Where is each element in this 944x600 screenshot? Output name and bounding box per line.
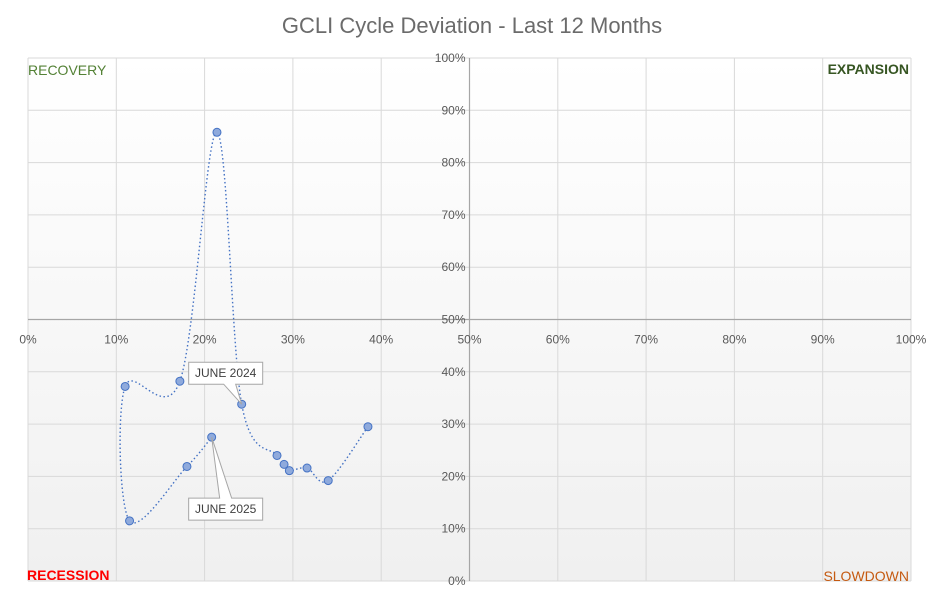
x-tick-label: 0%: [19, 333, 37, 347]
x-tick-label: 20%: [193, 333, 217, 347]
annotation-callout: JUNE 2024: [188, 361, 264, 405]
data-point: [272, 450, 282, 460]
y-tick-label: 80%: [441, 156, 465, 170]
x-tick-label: 70%: [634, 333, 658, 347]
x-tick-label: 90%: [811, 333, 835, 347]
data-point: [279, 459, 289, 469]
quadrant-label-expansion: EXPANSION: [828, 61, 909, 77]
quadrant-label-slowdown: SLOWDOWN: [823, 568, 909, 584]
data-point: [175, 376, 185, 386]
chart-title: GCLI Cycle Deviation - Last 12 Months: [282, 13, 662, 38]
x-tick-label: 40%: [369, 333, 393, 347]
axes: [28, 58, 911, 581]
x-tick-label: 100%: [896, 333, 927, 347]
series-line: [119, 131, 369, 524]
data-point: [125, 516, 135, 526]
series-layer: [119, 127, 373, 526]
x-tick-label: 50%: [457, 333, 481, 347]
y-tick-label: 30%: [441, 417, 465, 431]
y-tick-label: 100%: [435, 51, 466, 65]
data-point: [212, 127, 222, 137]
callout-layer: JUNE 2024 JUNE 2025: [188, 361, 264, 521]
data-point: [284, 466, 294, 476]
y-tick-label: 0%: [448, 574, 466, 588]
annotation-label: JUNE 2024: [195, 366, 257, 380]
annotation-callout: JUNE 2025: [188, 437, 264, 521]
y-tick-label: 40%: [441, 365, 465, 379]
x-tick-label: 30%: [281, 333, 305, 347]
data-point: [120, 381, 130, 391]
data-point: [302, 463, 312, 473]
x-tick-label: 10%: [104, 333, 128, 347]
data-point: [363, 422, 373, 432]
annotation-box: [188, 361, 264, 405]
y-tick-label: 50%: [441, 313, 465, 327]
annotation-box: [188, 437, 264, 521]
y-tick-label: 60%: [441, 260, 465, 274]
y-tick-label: 90%: [441, 103, 465, 117]
y-tick-label: 20%: [441, 469, 465, 483]
data-point: [182, 461, 192, 471]
quadrant-label-recovery: RECOVERY: [28, 62, 107, 78]
y-tick-label: 10%: [441, 522, 465, 536]
tick-labels: 0% 10% 20% 30% 40% 50% 60% 70% 80% 90% 100% 50% 60% 7…: [19, 51, 926, 588]
annotation-label: JUNE 2025: [195, 502, 257, 516]
y-tick-label: 70%: [441, 208, 465, 222]
x-tick-label: 80%: [722, 333, 746, 347]
quadrant-label-recession: RECESSION: [27, 567, 109, 583]
data-point: [323, 476, 333, 486]
x-tick-label: 60%: [546, 333, 570, 347]
